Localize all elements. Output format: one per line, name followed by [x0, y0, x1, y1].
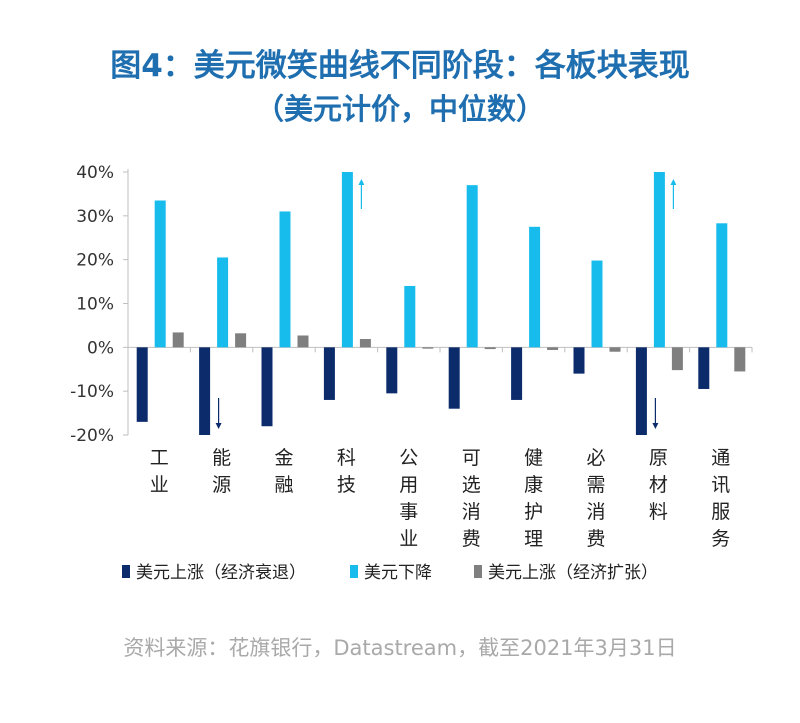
bar-3 — [172, 332, 184, 348]
category-label: 原 — [649, 447, 668, 469]
category-label: 讯 — [711, 474, 730, 496]
bar-1 — [136, 347, 148, 422]
category-label: 公 — [399, 447, 418, 469]
bar-1 — [386, 347, 398, 394]
bar-2 — [404, 285, 416, 348]
clip-arrow-up-head — [670, 179, 677, 185]
legend-swatch — [122, 565, 130, 578]
bar-2 — [341, 172, 353, 348]
chart-subtitle: （美元计价，中位数） — [254, 92, 545, 126]
bar-1 — [698, 347, 710, 389]
category-label: 可 — [462, 447, 481, 469]
bar-1 — [573, 347, 585, 374]
bar-1 — [199, 347, 211, 435]
category-label: 服 — [711, 501, 730, 523]
category-label: 务 — [711, 528, 730, 550]
category-label: 健 — [524, 447, 543, 469]
bar-3 — [484, 347, 496, 350]
category-label: 消 — [462, 501, 481, 523]
category-label: 事 — [399, 501, 418, 523]
bar-2 — [217, 257, 229, 348]
bar-2 — [716, 223, 728, 348]
category-label: 技 — [337, 474, 356, 496]
category-label: 金 — [274, 447, 293, 469]
category-label: 理 — [524, 528, 543, 550]
bar-1 — [448, 347, 460, 409]
source-note: 资料来源：花旗银行，Datastream，截至2021年3月31日 — [123, 636, 677, 660]
legend-swatch — [350, 565, 358, 578]
bar-2 — [279, 211, 291, 348]
category-label: 工 — [150, 447, 169, 469]
category-label: 材 — [649, 474, 668, 496]
bar-2 — [466, 185, 478, 348]
bar-1 — [511, 347, 523, 400]
legend-label: 美元下降 — [364, 563, 432, 583]
bar-1 — [635, 347, 647, 435]
category-label: 业 — [399, 528, 418, 550]
category-label: 用 — [399, 474, 418, 496]
category-label: 消 — [586, 501, 605, 523]
bar-3 — [609, 347, 621, 352]
clip-arrow-down-head — [652, 423, 659, 429]
bar-1 — [261, 347, 273, 427]
legend-label: 美元上涨（经济衰退） — [136, 563, 306, 583]
bar-3 — [547, 347, 559, 350]
category-label: 源 — [212, 474, 231, 496]
category-label: 需 — [586, 474, 605, 496]
y-tick-label: -20% — [70, 426, 114, 446]
category-label: 业 — [150, 474, 169, 496]
category-label: 通 — [711, 447, 730, 469]
category-label: 科 — [337, 447, 356, 469]
bar-2 — [653, 172, 665, 348]
bar-2 — [591, 260, 603, 348]
bar-3 — [297, 335, 309, 348]
bar-3 — [734, 347, 746, 372]
chart-title: 图4：美元微笑曲线不同阶段：各板块表现 — [110, 48, 690, 84]
bar-2 — [154, 200, 166, 348]
legend-swatch — [474, 565, 482, 578]
y-tick-label: 40% — [76, 163, 114, 183]
bar-3 — [671, 347, 683, 371]
bar-3 — [422, 347, 434, 349]
category-label: 料 — [649, 501, 668, 523]
y-tick-label: -10% — [70, 382, 114, 402]
y-tick-label: 0% — [87, 338, 114, 358]
legend-label: 美元上涨（经济扩张） — [488, 563, 658, 583]
category-label: 融 — [274, 474, 293, 496]
bar-2 — [529, 226, 541, 348]
category-label: 康 — [524, 474, 543, 496]
y-tick-label: 10% — [76, 295, 114, 315]
category-label: 选 — [462, 474, 481, 496]
clip-arrow-down-head — [215, 423, 222, 429]
category-label: 护 — [524, 501, 543, 523]
category-label: 必 — [586, 447, 605, 469]
bar-1 — [323, 347, 335, 400]
y-tick-label: 30% — [76, 207, 114, 227]
category-label: 能 — [212, 447, 231, 469]
category-label: 费 — [462, 528, 481, 550]
bar-3 — [359, 339, 371, 348]
bar-3 — [235, 333, 247, 348]
clip-arrow-up-head — [358, 179, 365, 185]
y-tick-label: 20% — [76, 251, 114, 271]
category-label: 费 — [586, 528, 605, 550]
